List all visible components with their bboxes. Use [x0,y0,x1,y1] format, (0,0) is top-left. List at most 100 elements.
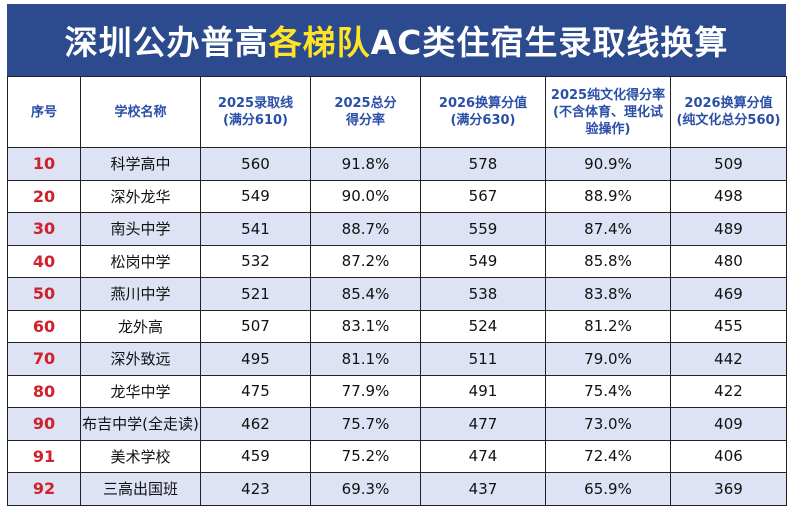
table-cell: 81.1% [310,342,421,376]
table-cell: 406 [670,439,787,473]
table-cell: 477 [420,407,546,441]
table-cell: 578 [420,147,546,181]
table-cell: 南头中学 [80,212,201,246]
header-line: 2025总分 [334,96,397,111]
table-cell: 455 [670,309,787,343]
table-cell: 77.9% [310,374,421,408]
table-row: 91 美术学校 459 75.2% 474 72.4% 406 [7,439,787,473]
table-cell: 87.2% [310,244,421,278]
table-row: 50 燕川中学 521 85.4% 538 83.8% 469 [7,277,787,311]
table-cell: 474 [420,439,546,473]
table-row: 20 深外龙华 549 90.0% 567 88.9% 498 [7,179,787,213]
table: 序号 学校名称 2025录取线 (满分610) 2025总分 得分率 2026换算分值 (满分… [7,76,787,506]
column-header: 序号 [7,76,81,148]
table-cell: 491 [420,374,546,408]
table-cell: 507 [200,309,311,343]
table-cell: 燕川中学 [80,277,201,311]
rank-cell: 92 [7,472,81,506]
header-row: 序号 学校名称 2025录取线 (满分610) 2025总分 得分率 2026换算分值 (满分… [7,76,787,148]
table-cell: 422 [670,374,787,408]
rank-cell: 91 [7,439,81,473]
table-cell: 79.0% [545,342,671,376]
table-cell: 459 [200,439,311,473]
rank-cell: 40 [7,244,81,278]
table-cell: 538 [420,277,546,311]
table-row: 70 深外致远 495 81.1% 511 79.0% 442 [7,342,787,376]
column-header: 2025录取线 (满分610) [200,76,311,148]
table-cell: 524 [420,309,546,343]
table-cell: 469 [670,277,787,311]
table-cell: 松岗中学 [80,244,201,278]
table-row: 80 龙华中学 475 77.9% 491 75.4% 422 [7,374,787,408]
header-line: 2025纯文化得分率 [550,87,666,103]
table-cell: 83.1% [310,309,421,343]
table-cell: 69.3% [310,472,421,506]
column-header: 2026换算分值 (满分630) [420,76,546,148]
table-cell: 509 [670,147,787,181]
table-cell: 498 [670,179,787,213]
column-header: 2026换算分值 (纯文化总分560) [670,76,787,148]
rank-cell: 60 [7,309,81,343]
title-bar: 深圳公办普高 各梯队 AC类住宿生录取线换算 [7,4,786,76]
table-row: 30 南头中学 541 88.7% 559 87.4% 489 [7,212,787,246]
table-cell: 三高出国班 [80,472,201,506]
header-line: 2025录取线 [217,96,294,111]
table-cell: 559 [420,212,546,246]
table-cell: 437 [420,472,546,506]
table-cell: 369 [670,472,787,506]
table-cell: 88.9% [545,179,671,213]
title-text: AC类住宿生录取线换算 [370,23,729,62]
table-cell: 409 [670,407,787,441]
table-cell: 532 [200,244,311,278]
table-cell: 深外致远 [80,342,201,376]
column-header: 2025总分 得分率 [310,76,421,148]
table-cell: 495 [200,342,311,376]
table-cell: 83.8% [545,277,671,311]
table-cell: 567 [420,179,546,213]
table-row: 92 三高出国班 423 69.3% 437 65.9% 369 [7,472,787,506]
table-cell: 90.9% [545,147,671,181]
rank-cell: 70 [7,342,81,376]
table-cell: 87.4% [545,212,671,246]
table-cell: 65.9% [545,472,671,506]
table-cell: 91.8% [310,147,421,181]
title-text: 各梯队 [268,23,371,62]
header-line: 验操作) [585,121,631,137]
table-cell: 521 [200,277,311,311]
table-cell: 549 [420,244,546,278]
table-cell: 75.2% [310,439,421,473]
table-cell: 81.2% [545,309,671,343]
title-text: 深圳公办普高 [64,23,269,62]
table-cell: 560 [200,147,311,181]
table-cell: 462 [200,407,311,441]
table-cell: 75.7% [310,407,421,441]
header-line: 学校名称 [114,104,167,120]
table-cell: 龙外高 [80,309,201,343]
table-row: 90 布吉中学(全走读) 462 75.7% 477 73.0% 409 [7,407,787,441]
table-cell: 442 [670,342,787,376]
table-cell: 美术学校 [80,439,201,473]
table-cell: 85.8% [545,244,671,278]
column-header: 学校名称 [80,76,201,148]
rank-cell: 80 [7,374,81,408]
table-cell: 75.4% [545,374,671,408]
header-line: 2026换算分值 [684,96,773,111]
header-line: (满分630) [450,113,516,128]
rank-cell: 10 [7,147,81,181]
table-cell: 72.4% [545,439,671,473]
table-cell: 90.0% [310,179,421,213]
table-row: 10 科学高中 560 91.8% 578 90.9% 509 [7,147,787,181]
header-line: 序号 [30,104,57,120]
table-cell: 423 [200,472,311,506]
table-cell: 73.0% [545,407,671,441]
table-cell: 480 [670,244,787,278]
table-cell: 85.4% [310,277,421,311]
table-cell: 科学高中 [80,147,201,181]
rank-cell: 50 [7,277,81,311]
table-cell: 541 [200,212,311,246]
rank-cell: 90 [7,407,81,441]
table-cell: 549 [200,179,311,213]
table-cell: 布吉中学(全走读) [80,407,201,441]
header-line: (纯文化总分560) [676,113,781,128]
table-cell: 龙华中学 [80,374,201,408]
